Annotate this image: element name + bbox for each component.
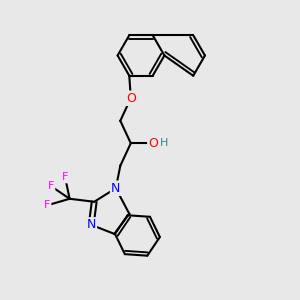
Text: O: O [126, 92, 136, 105]
Text: F: F [44, 200, 50, 210]
Text: N: N [111, 182, 121, 195]
Text: H: H [160, 138, 168, 148]
Text: N: N [86, 218, 96, 231]
Text: F: F [62, 172, 68, 182]
Text: O: O [148, 137, 158, 150]
Text: F: F [48, 181, 54, 191]
